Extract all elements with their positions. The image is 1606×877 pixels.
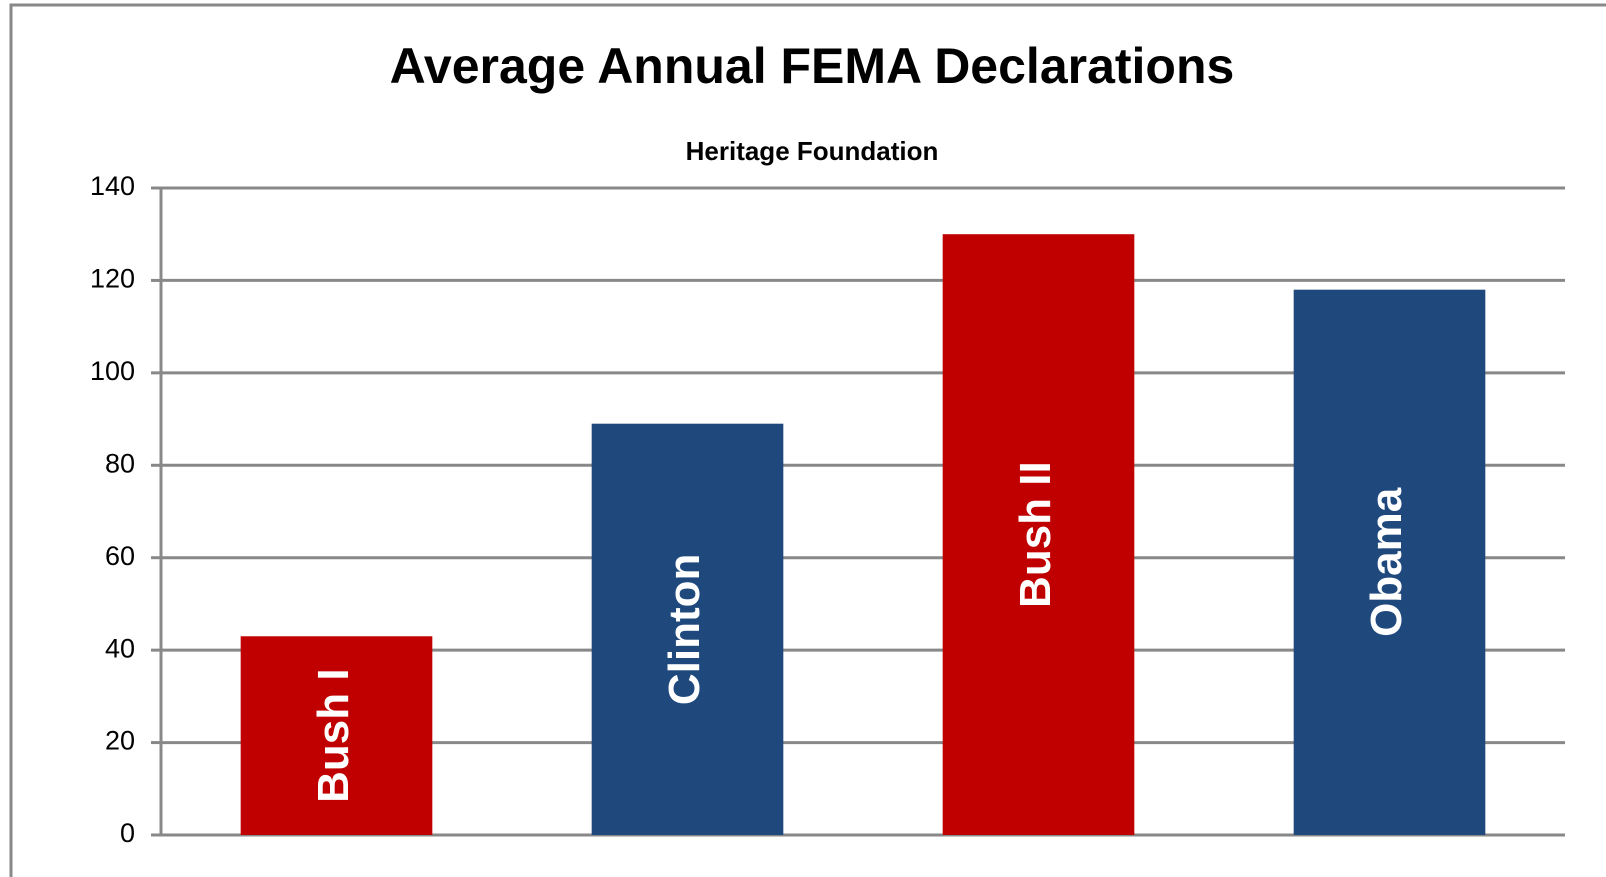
y-tick-label: 40 (105, 633, 135, 663)
bar (942, 234, 1135, 835)
bar-category-label: Clinton (660, 554, 709, 706)
y-tick-label: 20 (105, 726, 135, 756)
y-tick-label: 60 (105, 541, 135, 571)
y-tick-label: 140 (90, 171, 135, 201)
y-tick-label: 100 (90, 356, 135, 386)
bar-category-label: Bush I (309, 668, 358, 802)
bar-category-label: Bush II (1011, 461, 1060, 608)
bar (1293, 289, 1486, 836)
chart-subtitle: Heritage Foundation (686, 136, 939, 166)
y-tick-label: 120 (90, 264, 135, 294)
y-tick-label: 80 (105, 448, 135, 478)
chart-title: Average Annual FEMA Declarations (390, 38, 1235, 94)
y-tick-label: 0 (120, 818, 135, 848)
bar (591, 423, 784, 835)
bar-category-label: Obama (1362, 487, 1411, 637)
bar (240, 636, 433, 835)
